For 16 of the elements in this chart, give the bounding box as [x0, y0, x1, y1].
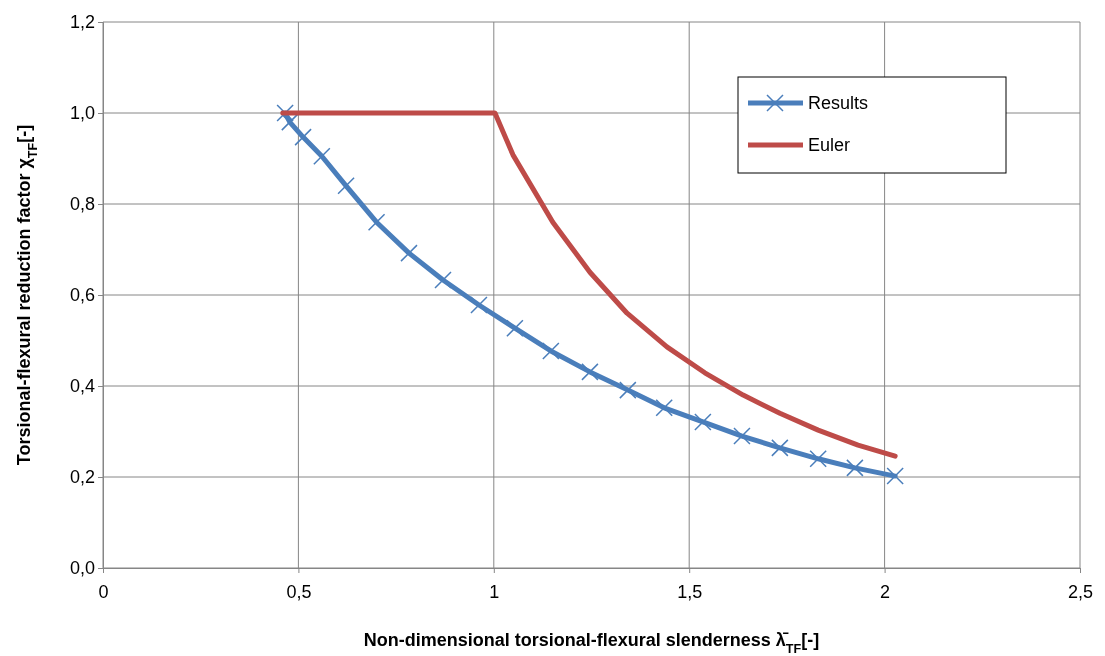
y-tick-label: 0,8	[69, 194, 95, 215]
x-tick-label: 1	[489, 581, 500, 602]
legend-label: Results	[808, 93, 869, 113]
x-tick-label: 0	[98, 581, 109, 602]
y-tick-label: 0,2	[69, 467, 95, 488]
y-tick-label: 0,0	[69, 558, 95, 579]
y-tick-label: 1,2	[69, 12, 95, 33]
x-tick-label: 2	[880, 581, 891, 602]
x-axis-title: Non-dimensional torsional-flexural slenderness λ̄$_{TF}$[-]	[363, 630, 820, 656]
x-tick-label: 1,5	[677, 581, 703, 602]
y-tick-label: 1,0	[69, 103, 95, 124]
y-tick-label: 0,6	[69, 285, 95, 306]
y-tick-label: 0,4	[69, 376, 95, 397]
x-tick-label: 2,5	[1067, 581, 1094, 602]
x-tick-label: 0,5	[286, 581, 312, 602]
legend-label: Euler	[808, 135, 851, 155]
